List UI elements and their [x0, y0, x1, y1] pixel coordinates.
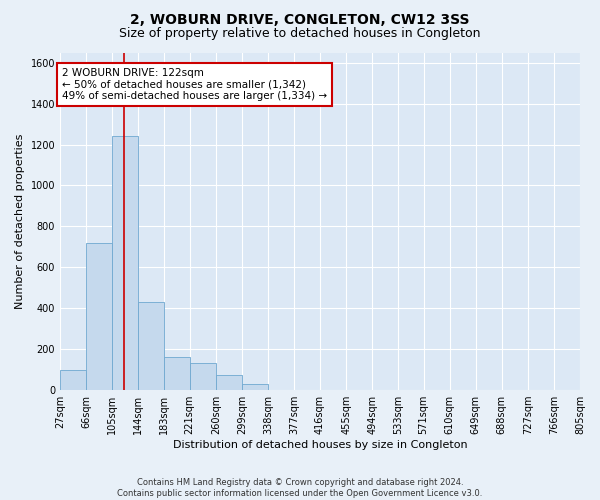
Bar [138, 302, 164, 390]
Bar [86, 243, 112, 390]
Text: Size of property relative to detached houses in Congleton: Size of property relative to detached ho… [119, 28, 481, 40]
Text: Contains HM Land Registry data © Crown copyright and database right 2024.
Contai: Contains HM Land Registry data © Crown c… [118, 478, 482, 498]
Bar [190, 364, 216, 390]
Bar [242, 384, 268, 390]
Bar [112, 136, 138, 390]
Bar [60, 370, 86, 390]
Text: 2 WOBURN DRIVE: 122sqm
← 50% of detached houses are smaller (1,342)
49% of semi-: 2 WOBURN DRIVE: 122sqm ← 50% of detached… [62, 68, 327, 101]
Bar [216, 374, 242, 390]
Y-axis label: Number of detached properties: Number of detached properties [15, 134, 25, 309]
X-axis label: Distribution of detached houses by size in Congleton: Distribution of detached houses by size … [173, 440, 467, 450]
Bar [164, 358, 190, 390]
Text: 2, WOBURN DRIVE, CONGLETON, CW12 3SS: 2, WOBURN DRIVE, CONGLETON, CW12 3SS [130, 12, 470, 26]
